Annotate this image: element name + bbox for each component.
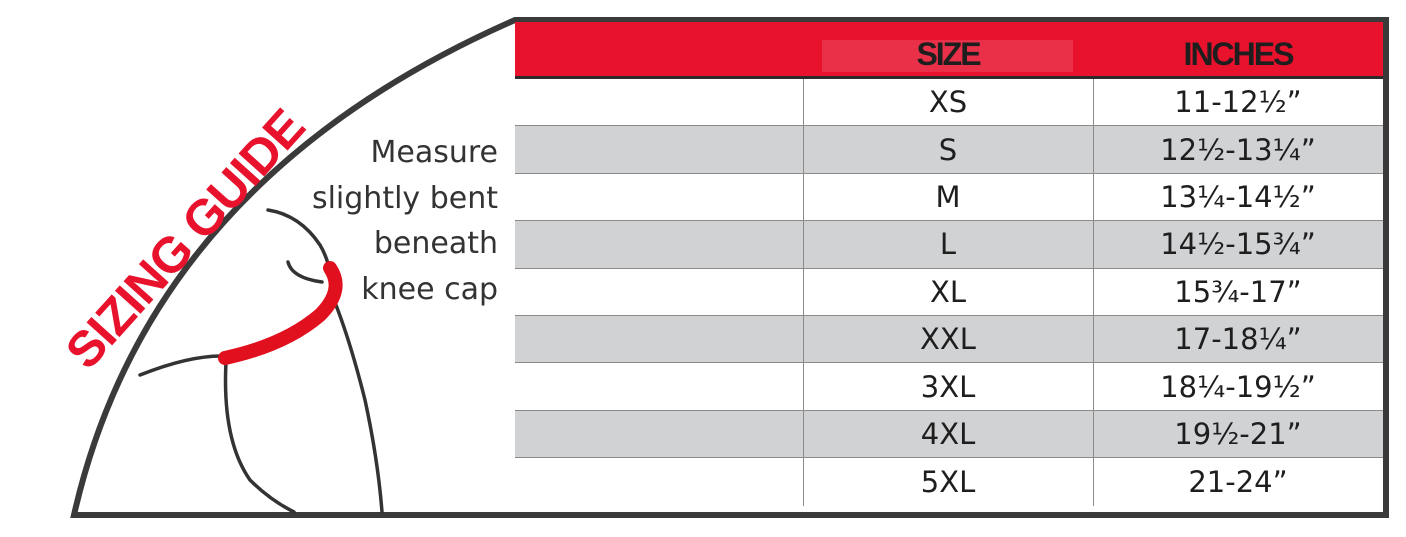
size-header-highlight bbox=[822, 40, 1073, 72]
inches-cell: 15¾-17” bbox=[1174, 274, 1302, 309]
table-row: 5XL 21-24” bbox=[515, 458, 1383, 506]
knee-icon bbox=[138, 208, 384, 514]
inches-cell: 13¼-14½” bbox=[1160, 179, 1316, 214]
blank-cell bbox=[515, 79, 804, 126]
blank-cell bbox=[515, 221, 804, 268]
blank-cell bbox=[515, 458, 804, 506]
table-row: XL 15¾-17” bbox=[515, 268, 1383, 316]
header-size: SIZE bbox=[916, 36, 981, 72]
size-cell: XL bbox=[803, 268, 1094, 315]
table-row: 4XL 19½-21” bbox=[515, 410, 1383, 459]
blank-cell bbox=[515, 126, 804, 173]
table-header: SIZE INCHES bbox=[515, 22, 1383, 79]
size-cell: M bbox=[803, 173, 1094, 221]
instruction-line: Measure bbox=[370, 135, 499, 170]
table-row: M 13¼-14½” bbox=[515, 173, 1383, 222]
size-cell: XXL bbox=[803, 315, 1094, 363]
size-cell: XS bbox=[803, 79, 1094, 126]
blank-cell bbox=[515, 363, 804, 410]
measurement-band bbox=[218, 261, 343, 365]
inches-cell: 12½-13¼” bbox=[1160, 132, 1316, 167]
inches-cell: 17-18¼” bbox=[1174, 322, 1302, 357]
table-row: XS 11-12½” bbox=[515, 79, 1383, 127]
instruction-line: knee cap bbox=[361, 271, 498, 307]
header-blank bbox=[515, 32, 803, 76]
table-row: 3XL 18¼-19½” bbox=[515, 363, 1383, 411]
inches-cell: 11-12½” bbox=[1174, 85, 1302, 120]
table-row: S 12½-13¼” bbox=[515, 126, 1383, 174]
size-cell: S bbox=[803, 126, 1094, 173]
inches-cell: 19½-21” bbox=[1174, 416, 1302, 451]
blank-cell bbox=[515, 268, 804, 315]
size-cell: 3XL bbox=[803, 363, 1094, 410]
instruction-line: slightly bent bbox=[311, 180, 498, 216]
inches-cell: 21-24” bbox=[1188, 464, 1288, 499]
measure-instructions: Measure slightly bent beneath knee cap bbox=[300, 130, 498, 312]
blank-cell bbox=[515, 173, 804, 221]
instruction-line: beneath bbox=[373, 226, 498, 261]
guide-frame bbox=[70, 17, 1389, 518]
inches-cell: 14½-15¾” bbox=[1160, 227, 1316, 262]
size-cell: L bbox=[803, 221, 1094, 268]
size-cell: 5XL bbox=[803, 458, 1094, 506]
inches-cell: 18¼-19½” bbox=[1160, 369, 1316, 404]
blank-cell bbox=[515, 315, 804, 363]
header-inches: INCHES bbox=[1183, 36, 1295, 72]
table-row: L 14½-15¾” bbox=[515, 221, 1383, 269]
size-table: XS 11-12½” S 12½-13¼” M 13¼-14½” L 14½-15¾” XL 15… bbox=[515, 79, 1383, 506]
size-cell: 4XL bbox=[803, 410, 1094, 458]
blank-cell bbox=[515, 410, 804, 458]
table-row: XXL 17-18¼” bbox=[515, 315, 1383, 364]
